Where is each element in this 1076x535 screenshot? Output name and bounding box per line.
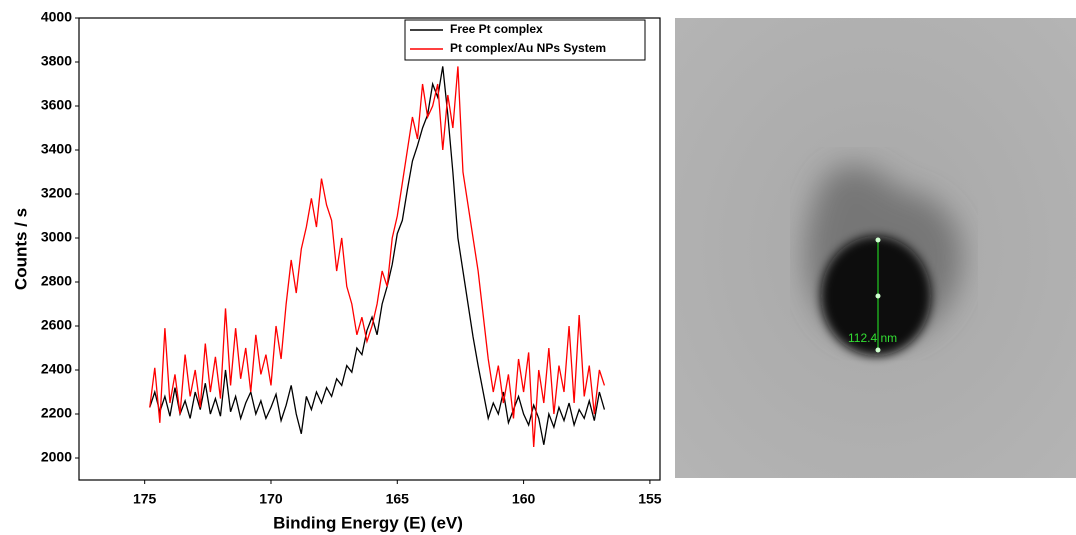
y-tick-label: 2600	[41, 317, 72, 333]
y-tick-label: 3000	[41, 229, 72, 245]
series-line	[149, 66, 606, 448]
x-tick-label: 165	[386, 491, 410, 507]
legend-box	[404, 19, 646, 61]
micrograph: 112.4 nm	[675, 18, 1076, 478]
series-line	[149, 66, 606, 445]
y-tick-label: 3600	[41, 97, 72, 113]
x-tick-label: 160	[512, 491, 536, 507]
scale-label: 112.4 nm	[848, 331, 897, 345]
scale-dot	[875, 237, 881, 243]
plot-frame	[78, 17, 661, 481]
y-tick-label: 3800	[41, 53, 72, 69]
x-tick-label: 155	[638, 491, 662, 507]
y-tick-label: 2000	[41, 449, 72, 465]
y-tick-label: 2800	[41, 273, 72, 289]
legend-label: Free Pt complex	[450, 22, 543, 36]
y-tick-label: 2400	[41, 361, 72, 377]
x-tick-label: 170	[259, 491, 283, 507]
y-tick-label: 4000	[41, 9, 72, 25]
scale-dot	[875, 347, 881, 353]
y-tick-label: 2200	[41, 405, 72, 421]
legend-label: Pt complex/Au NPs System	[450, 41, 606, 55]
y-axis-label: Counts / s	[11, 208, 30, 290]
x-tick-label: 175	[133, 491, 157, 507]
y-tick-label: 3200	[41, 185, 72, 201]
x-axis-label: Binding Energy (E) (eV)	[273, 513, 463, 532]
y-tick-label: 3400	[41, 141, 72, 157]
scale-dot	[875, 293, 881, 299]
